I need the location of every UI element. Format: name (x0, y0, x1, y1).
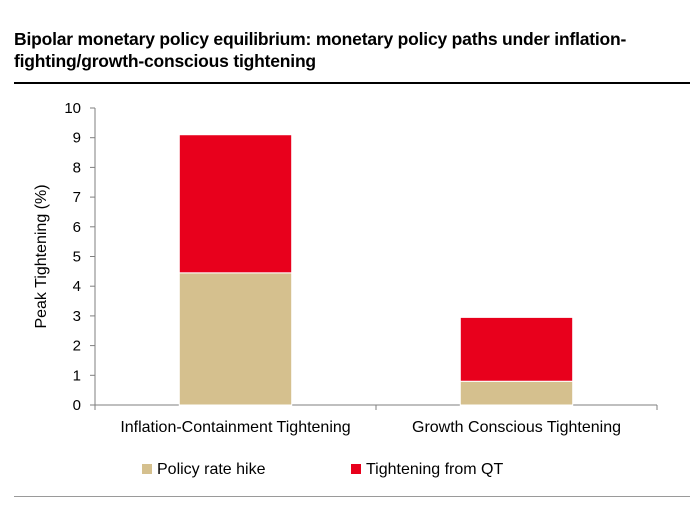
bar-segment-tightening-from-qt (459, 316, 574, 382)
y-axis-label: Peak Tightening (%) (33, 184, 50, 328)
legend: Policy rate hike Tightening from QT (142, 461, 503, 478)
legend-swatch (142, 464, 152, 474)
title-divider (14, 82, 690, 84)
y-tick-label: 2 (73, 338, 81, 355)
y-tick-label: 4 (73, 278, 81, 295)
y-tick-label: 1 (73, 367, 81, 384)
y-tick-label: 0 (73, 397, 81, 414)
y-tick-label: 10 (64, 100, 81, 117)
bars (178, 134, 574, 406)
bar-segment-policy-rate-hike (459, 380, 574, 406)
legend-label: Tightening from QT (366, 461, 503, 478)
footer-divider (14, 496, 690, 497)
legend-swatch (351, 464, 361, 474)
y-tick-label: 3 (73, 308, 81, 325)
legend-label: Policy rate hike (157, 461, 266, 478)
y-tick-label: 7 (73, 189, 81, 206)
y-tick-label: 6 (73, 219, 81, 236)
bar-segment-policy-rate-hike (178, 272, 293, 406)
y-tick-labels: 0 1 2 3 4 5 6 7 8 9 10 (64, 100, 81, 414)
category-label: Inflation-Containment Tightening (120, 419, 350, 436)
y-tick-label: 5 (73, 249, 81, 266)
chart-title: Bipolar monetary policy equilibrium: mon… (14, 29, 627, 71)
category-labels: Inflation-Containment Tightening Growth C… (120, 419, 621, 436)
bar-segment-tightening-from-qt (178, 134, 293, 274)
y-tick-label: 9 (73, 130, 81, 147)
y-tick-label: 8 (73, 159, 81, 176)
category-label: Growth Conscious Tightening (412, 419, 621, 436)
